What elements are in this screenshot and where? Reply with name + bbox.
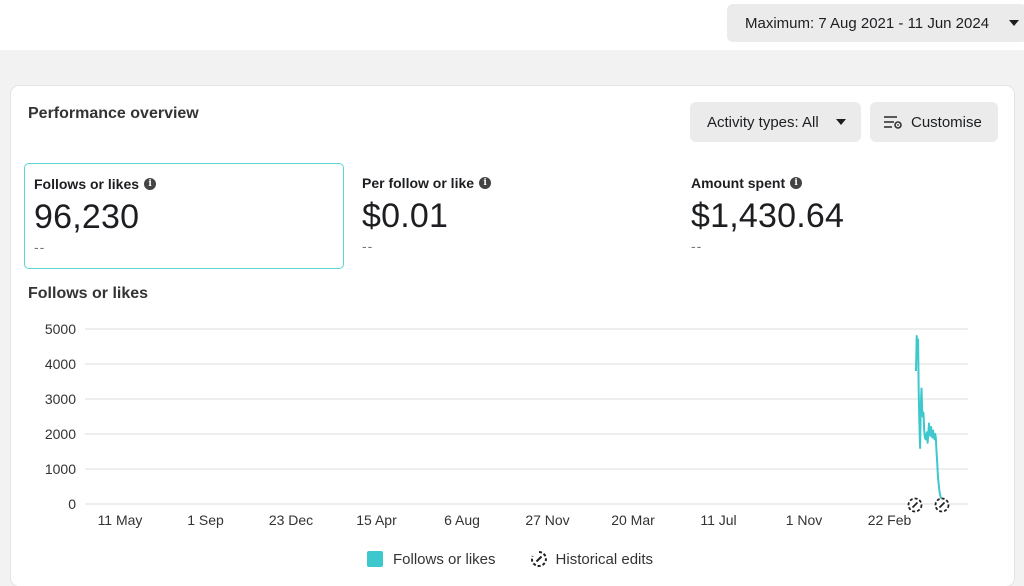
x-tick-label: 11 May	[98, 512, 143, 528]
info-icon[interactable]: i	[144, 178, 157, 190]
metric-value: $1,430.64	[691, 197, 845, 235]
activity-types-label: Activity types: All	[707, 113, 819, 131]
y-tick-label: 2000	[45, 426, 76, 442]
date-range-label: Maximum: 7 Aug 2021 - 11 Jun 2024	[745, 14, 990, 32]
metric-value: 96,230	[34, 198, 140, 236]
historical-edit-slash	[911, 501, 919, 509]
x-tick-label: 1 Sep	[187, 512, 224, 528]
info-icon[interactable]: i	[479, 177, 492, 189]
x-tick-label: 20 Mar	[611, 512, 655, 528]
performance-overview-card: Performance overview Activity types: All…	[11, 86, 1014, 586]
date-range-selector[interactable]: Maximum: 7 Aug 2021 - 11 Jun 2024	[727, 4, 1024, 42]
info-icon[interactable]: i	[790, 177, 803, 189]
y-tick-label: 3000	[45, 391, 76, 407]
metric-label: Follows or likes	[34, 176, 140, 192]
x-tick-label: 1 Nov	[786, 512, 823, 528]
sliders-gear-icon	[884, 116, 902, 129]
y-tick-label: 4000	[45, 356, 76, 372]
x-tick-label: 15 Apr	[356, 512, 397, 528]
legend-label: Historical edits	[555, 550, 654, 568]
y-tick-label: 1000	[45, 461, 76, 477]
chart-legend: Follows or likes Historical edits	[367, 550, 653, 568]
legend-item-follows[interactable]: Follows or likes	[367, 551, 496, 568]
y-tick-label: 0	[68, 496, 76, 512]
historical-edit-marker[interactable]	[907, 497, 923, 513]
caret-down-icon	[1009, 20, 1019, 26]
card-title: Performance overview	[28, 105, 199, 122]
y-tick-label: 5000	[45, 321, 76, 337]
x-tick-label: 22 Feb	[868, 512, 912, 528]
x-tick-label: 23 Dec	[269, 512, 313, 528]
metric-label: Per follow or like	[362, 175, 475, 191]
legend-label: Follows or likes	[393, 550, 496, 568]
x-tick-label: 11 Jul	[700, 512, 736, 528]
customise-button[interactable]: Customise	[870, 102, 998, 142]
activity-types-dropdown[interactable]: Activity types: All	[690, 102, 861, 142]
metric-label-row: Amount spent i	[691, 175, 993, 191]
metric-label-row: Per follow or like i	[362, 175, 664, 191]
metric-value: $0.01	[362, 197, 449, 235]
historical-edit-slash	[938, 501, 946, 509]
metric-label: Amount spent	[691, 175, 786, 191]
legend-swatch	[367, 551, 383, 567]
metric-delta: --	[34, 239, 46, 255]
x-tick-label: 27 Nov	[525, 512, 569, 528]
metric-follows-or-likes[interactable]: Follows or likes i 96,230 --	[24, 163, 344, 269]
metric-per-follow-or-like[interactable]: Per follow or like i $0.01 --	[353, 163, 673, 269]
metric-amount-spent[interactable]: Amount spent i $1,430.64 --	[682, 163, 1002, 269]
x-tick-label: 6 Aug	[444, 512, 480, 528]
caret-down-icon	[836, 119, 846, 125]
metric-delta: --	[362, 238, 374, 254]
historical-edit-marker[interactable]	[934, 497, 950, 513]
follows-line-chart: 0 1000 2000 3000 4000 5000 11 May 1 Sep 23 Dec 15…	[45, 321, 968, 528]
top-bar: Maximum: 7 Aug 2021 - 11 Jun 2024	[0, 0, 1024, 50]
metric-label-row: Follows or likes i	[34, 176, 334, 192]
historical-edit-icon	[530, 551, 547, 567]
legend-item-historical-edits[interactable]: Historical edits	[530, 550, 654, 568]
customise-label: Customise	[911, 113, 982, 131]
chart-title: Follows or likes	[28, 285, 149, 302]
metric-delta: --	[691, 238, 703, 254]
series-line-follows-or-likes	[915, 335, 943, 505]
